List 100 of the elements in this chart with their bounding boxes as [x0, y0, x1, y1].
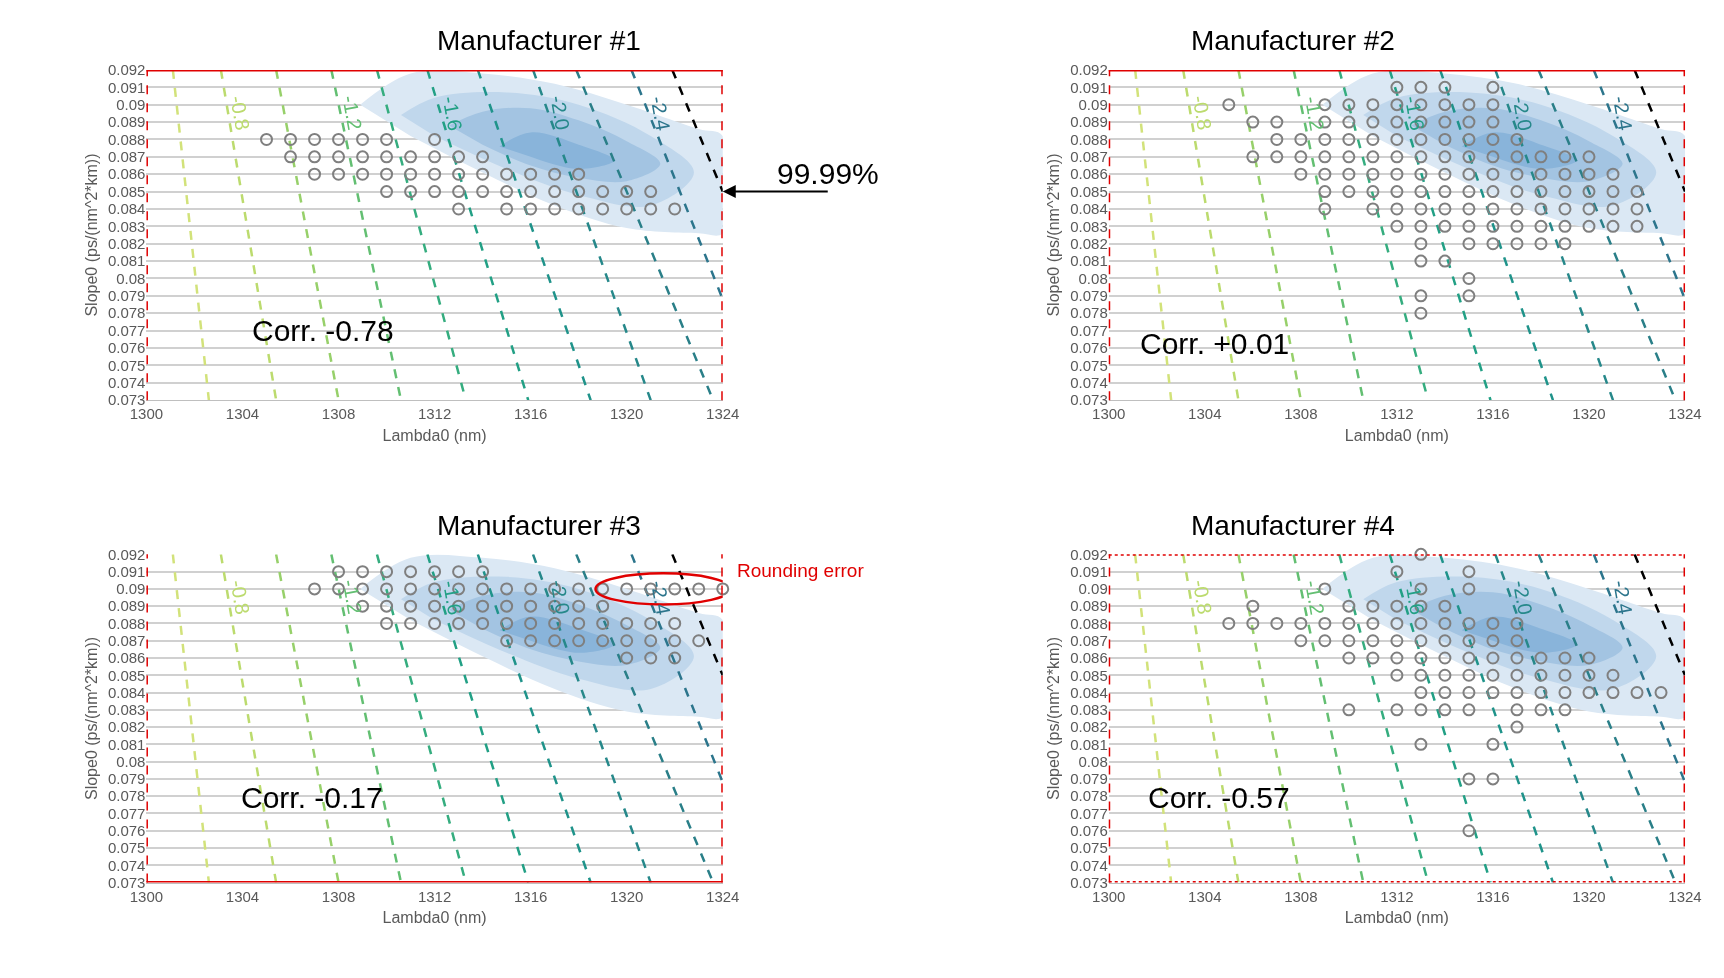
point — [548, 634, 562, 648]
point — [1534, 668, 1548, 682]
y-tick-label: 0.074 — [107, 856, 146, 874]
x-tick-label: 1316 — [1476, 887, 1510, 905]
point — [1582, 202, 1596, 216]
y-tick-label: 0.08 — [116, 269, 146, 287]
text: -1.6 — [438, 578, 467, 617]
point — [500, 599, 514, 613]
y-tick-label: 0.082 — [1070, 234, 1108, 252]
point — [1390, 98, 1404, 112]
y-tick-label: 0.087 — [1070, 148, 1108, 166]
point — [500, 185, 514, 199]
point — [452, 202, 466, 216]
y-tick-label: 0.083 — [1070, 217, 1108, 235]
point — [1414, 254, 1428, 268]
y-tick-label: 0.08 — [116, 752, 146, 770]
point — [1534, 237, 1548, 251]
point — [524, 185, 538, 199]
point — [1630, 185, 1644, 199]
point — [452, 616, 466, 630]
point — [1486, 634, 1500, 648]
y-axis-title: Slope0 (ps/(nm^2*km)) — [1045, 153, 1063, 317]
point — [572, 599, 586, 613]
y-tick-label: 0.074 — [107, 374, 146, 391]
y-tick-label: 0.082 — [107, 718, 146, 736]
point — [500, 616, 514, 630]
point — [1534, 167, 1548, 181]
point — [1462, 237, 1476, 251]
point — [404, 167, 418, 181]
point — [1510, 634, 1524, 648]
y-tick-label: 0.091 — [107, 78, 146, 96]
point — [1462, 634, 1476, 648]
point — [572, 616, 586, 630]
point — [1486, 668, 1500, 682]
point — [1582, 651, 1596, 665]
point — [1438, 616, 1452, 630]
text: -1.6 — [438, 94, 467, 133]
point — [1270, 115, 1284, 129]
point — [476, 616, 490, 630]
point — [1366, 599, 1380, 613]
y-tick-label: 0.081 — [1070, 252, 1108, 270]
y-tick-label: 0.081 — [107, 735, 146, 753]
point — [1558, 167, 1572, 181]
point — [1390, 634, 1404, 648]
point — [692, 582, 706, 596]
point — [1414, 668, 1428, 682]
point — [1342, 599, 1356, 613]
point — [1390, 668, 1404, 682]
y-tick-label: 0.076 — [107, 339, 146, 357]
y-tick-label: 0.081 — [107, 252, 146, 270]
point — [356, 132, 370, 146]
point — [1390, 115, 1404, 129]
point — [644, 616, 658, 630]
point — [1270, 150, 1284, 164]
point — [1438, 703, 1452, 717]
y-tick-label: 0.091 — [1070, 78, 1108, 96]
point — [1606, 668, 1620, 682]
point — [1414, 237, 1428, 251]
point — [1342, 132, 1356, 146]
y-axis-title: Slope0 (ps/(nm^2*km)) — [82, 636, 100, 801]
point — [1462, 98, 1476, 112]
chart-title: Manufacturer #4 — [1191, 510, 1395, 541]
y-tick-label: 0.084 — [107, 200, 146, 218]
point — [620, 202, 634, 216]
point — [308, 132, 322, 146]
point — [1510, 668, 1524, 682]
point — [1414, 185, 1428, 199]
point — [1438, 202, 1452, 216]
point — [1486, 219, 1500, 233]
point — [1414, 737, 1428, 751]
point — [1246, 616, 1260, 630]
point — [1438, 634, 1452, 648]
point — [1246, 150, 1260, 164]
x-axis-title: Lambda0 (nm) — [1344, 426, 1449, 444]
point — [1294, 150, 1308, 164]
point — [1390, 185, 1404, 199]
point — [1462, 219, 1476, 233]
point — [1438, 599, 1452, 613]
point — [1366, 202, 1380, 216]
point — [404, 599, 418, 613]
text: -2.0 — [546, 578, 575, 616]
point — [1606, 167, 1620, 181]
point — [668, 651, 682, 665]
point — [1510, 686, 1524, 700]
point — [356, 167, 370, 181]
point — [1342, 185, 1356, 199]
point — [716, 582, 730, 596]
point — [356, 150, 370, 164]
point — [644, 202, 658, 216]
point — [1270, 132, 1284, 146]
point — [1342, 167, 1356, 181]
point — [1438, 651, 1452, 665]
point — [1390, 703, 1404, 717]
point — [620, 634, 634, 648]
point — [1390, 132, 1404, 146]
y-tick-label: 0.079 — [1070, 770, 1108, 788]
y-tick-label: 0.077 — [107, 804, 146, 822]
point — [596, 599, 610, 613]
y-tick-label: 0.08 — [1078, 269, 1108, 287]
point — [380, 150, 394, 164]
